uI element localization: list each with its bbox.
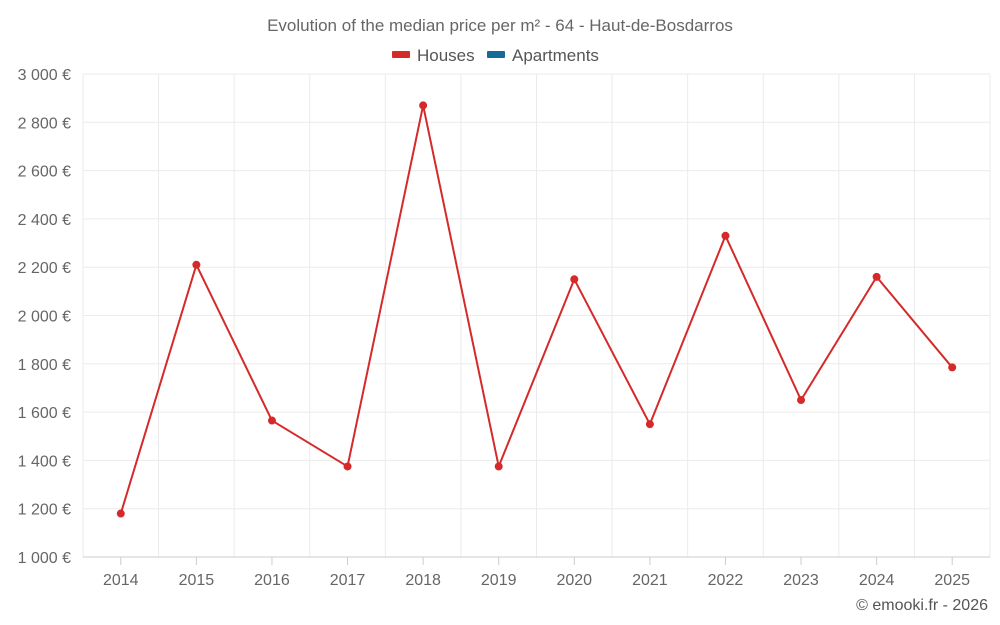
x-tick-label: 2019 [481,572,517,589]
data-point-houses[interactable] [872,272,881,281]
y-tick-label: 3 000 € [18,67,71,84]
y-tick-label: 1 000 € [18,550,71,567]
data-point-houses[interactable] [948,363,957,372]
y-tick-label: 1 400 € [18,453,71,470]
y-tick-label: 2 200 € [18,260,71,277]
y-axis: 1 000 € 1 200 € 1 400 € 1 600 € 1 800 € 2 000… [18,67,71,567]
series-line-houses [119,104,953,514]
y-tick-label: 2 000 € [18,309,71,326]
x-tick-label: 2018 [405,572,441,589]
data-point-houses[interactable] [721,231,730,240]
data-point-houses[interactable] [797,396,806,405]
data-point-houses[interactable] [192,260,201,269]
x-tick-label: 2020 [556,572,592,589]
chart-title: Evolution of the median price per m² - 6… [267,16,733,35]
y-tick-label: 2 600 € [18,164,71,181]
x-tick-label: 2016 [254,572,290,589]
data-point-houses[interactable] [343,462,352,471]
data-point-houses[interactable] [116,509,125,518]
legend-item-apartments[interactable]: Apartments [487,46,599,65]
legend-swatch-apartments [487,51,505,58]
x-tick-label: 2021 [632,572,668,589]
data-point-houses[interactable] [570,275,579,284]
x-axis: 2014 2015 2016 2017 2018 2019 2020 2021 2022 2023… [83,556,990,589]
x-tick-label: 2015 [179,572,215,589]
y-tick-label: 1 200 € [18,502,71,519]
x-tick-label: 2024 [859,572,895,589]
data-point-houses[interactable] [494,462,503,471]
y-tick-label: 1 600 € [18,405,71,422]
x-tick-label: 2022 [708,572,744,589]
credit-text: © emooki.fr - 2026 [856,597,988,614]
legend-item-houses[interactable]: Houses [392,46,475,65]
x-tick-label: 2025 [934,572,970,589]
y-tick-label: 2 400 € [18,212,71,229]
grid [82,73,991,557]
legend-label-houses: Houses [417,46,475,65]
data-point-houses[interactable] [267,416,276,425]
data-point-houses[interactable] [645,420,654,429]
data-point-houses[interactable] [419,101,428,110]
x-tick-label: 2014 [103,572,139,589]
legend-swatch-houses [392,51,410,58]
legend-label-apartments: Apartments [512,46,599,65]
x-tick-label: 2017 [330,572,366,589]
y-tick-label: 1 800 € [18,357,71,374]
y-tick-label: 2 800 € [18,115,71,132]
series-houses [116,101,957,518]
x-tick-label: 2023 [783,572,819,589]
legend: Houses Apartments [392,46,599,65]
